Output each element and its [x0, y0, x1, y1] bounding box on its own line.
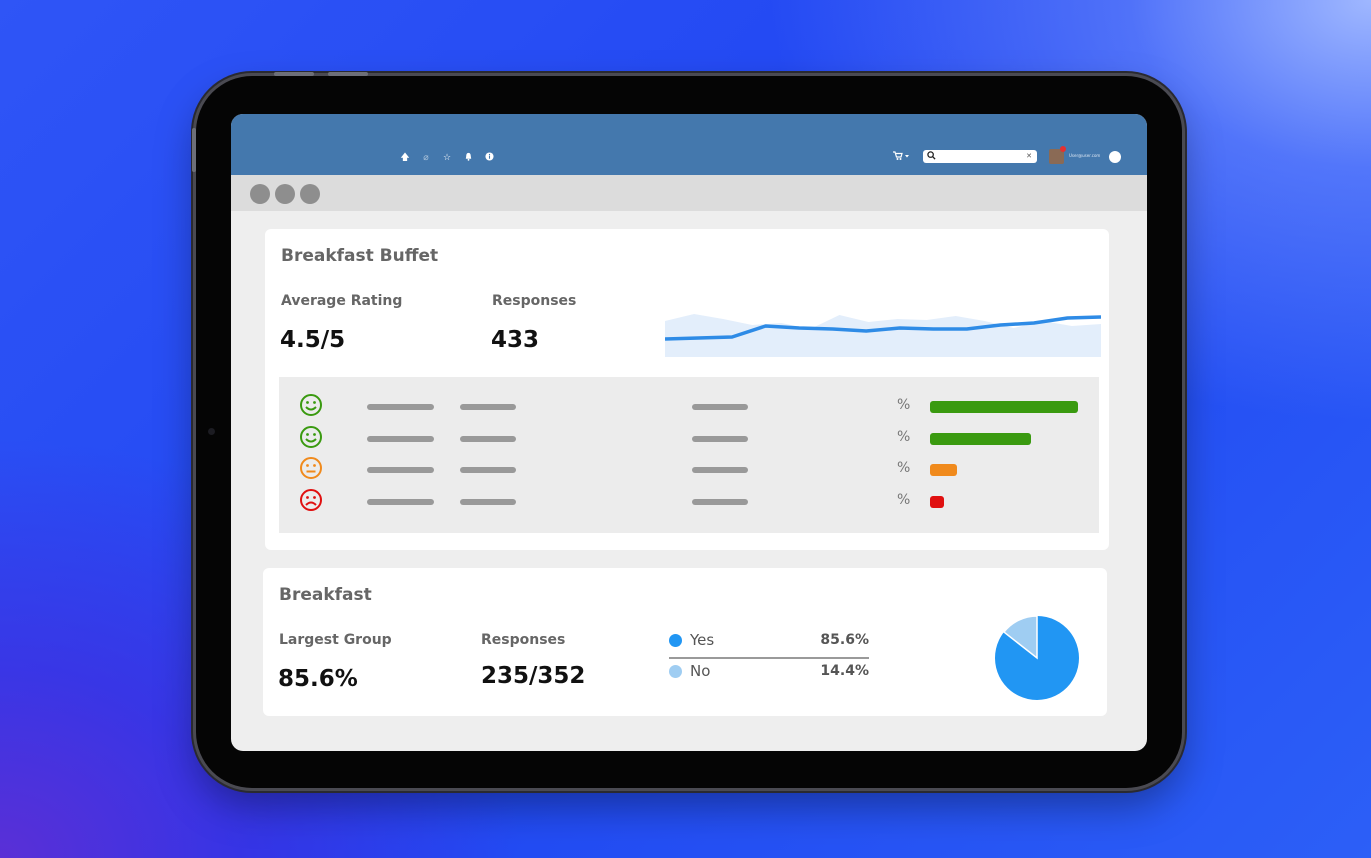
- legend-value: 14.4%: [820, 663, 869, 679]
- top-navbar: 🡅 ⌀ ☆ ✕ User@user.com: [231, 114, 1147, 175]
- bell-icon[interactable]: [462, 152, 474, 164]
- legend-swatch: [669, 665, 682, 678]
- placeholder-text: [692, 467, 748, 473]
- cart-icon[interactable]: [893, 151, 911, 164]
- profile-toggle[interactable]: [1109, 151, 1121, 163]
- rating-bar: [930, 496, 944, 508]
- window-dot-1[interactable]: [250, 184, 270, 204]
- responses-label: Responses: [492, 293, 577, 309]
- rating-row: %: [279, 456, 1099, 484]
- placeholder-text: [367, 467, 434, 473]
- notification-badge: [1060, 146, 1066, 152]
- rating-breakdown: % %: [279, 377, 1099, 533]
- rating-row: %: [279, 393, 1099, 421]
- up-arrow-icon[interactable]: 🡅: [400, 153, 410, 163]
- pie-chart: [995, 615, 1079, 700]
- legend-swatch: [669, 634, 682, 647]
- placeholder-text: [692, 499, 748, 505]
- legend-item-yes: Yes 85.6%: [669, 630, 869, 650]
- volume-up-button: [274, 72, 314, 76]
- card-title: Breakfast Buffet: [281, 246, 439, 266]
- placeholder-text: [367, 436, 434, 442]
- largest-group-value: 85.6%: [278, 666, 358, 692]
- sad-face-icon: [300, 489, 322, 511]
- legend-value: 85.6%: [820, 632, 869, 648]
- user-email[interactable]: User@user.com: [1069, 153, 1101, 158]
- camera: [208, 428, 215, 435]
- responses-label: Responses: [481, 632, 566, 648]
- responses-value: 433: [491, 327, 540, 353]
- happy-face-icon: [300, 426, 322, 448]
- placeholder-text: [367, 499, 434, 505]
- power-button: [192, 128, 196, 172]
- responses-trend-chart: [665, 314, 1101, 357]
- placeholder-text: [367, 404, 434, 410]
- neutral-face-icon: [300, 457, 322, 479]
- breakfast-buffet-card: Breakfast Buffet Average Rating 4.5/5 Re…: [265, 229, 1109, 550]
- window-dot-2[interactable]: [275, 184, 295, 204]
- info-icon[interactable]: [483, 152, 495, 164]
- pie-slice-no[interactable]: [1002, 615, 1038, 660]
- responses-value: 235/352: [481, 663, 586, 689]
- avatar[interactable]: [1049, 149, 1064, 164]
- rating-row: %: [279, 425, 1099, 453]
- window-dot-3[interactable]: [300, 184, 320, 204]
- placeholder-text: [460, 436, 516, 442]
- link-icon[interactable]: ⌀: [423, 153, 429, 163]
- rating-bar: [930, 433, 1031, 445]
- percent-symbol: %: [897, 397, 911, 413]
- happy-face-icon: [300, 394, 322, 416]
- percent-symbol: %: [897, 429, 911, 445]
- breakfast-card: Breakfast Largest Group 85.6% Responses …: [263, 568, 1107, 716]
- placeholder-text: [460, 404, 516, 410]
- placeholder-text: [460, 499, 516, 505]
- placeholder-text: [692, 436, 748, 442]
- percent-symbol: %: [897, 492, 911, 508]
- legend-divider: [669, 657, 869, 659]
- legend-item-no: No 14.4%: [669, 661, 869, 681]
- search-input[interactable]: ✕: [923, 150, 1037, 163]
- percent-symbol: %: [897, 460, 911, 476]
- toolbar-icons: 🡅 ⌀ ☆: [399, 152, 495, 164]
- rating-row: %: [279, 488, 1099, 516]
- legend-label: Yes: [690, 631, 715, 649]
- placeholder-text: [692, 404, 748, 410]
- average-rating-label: Average Rating: [281, 293, 403, 309]
- tablet-frame: 🡅 ⌀ ☆ ✕ User@user.com: [192, 72, 1182, 788]
- card-title: Breakfast: [279, 585, 372, 605]
- rating-bar: [930, 464, 957, 476]
- screen: 🡅 ⌀ ☆ ✕ User@user.com: [231, 114, 1147, 751]
- legend-label: No: [690, 662, 711, 680]
- volume-down-button: [328, 72, 368, 76]
- average-rating-value: 4.5/5: [280, 327, 346, 353]
- search-icon: [927, 150, 936, 163]
- largest-group-label: Largest Group: [279, 632, 392, 648]
- window-bar: [231, 175, 1147, 211]
- placeholder-text: [460, 467, 516, 473]
- rating-bar: [930, 401, 1078, 413]
- trend-line: [665, 315, 1101, 341]
- clear-search-icon[interactable]: ✕: [1026, 152, 1032, 160]
- star-icon[interactable]: ☆: [442, 153, 452, 163]
